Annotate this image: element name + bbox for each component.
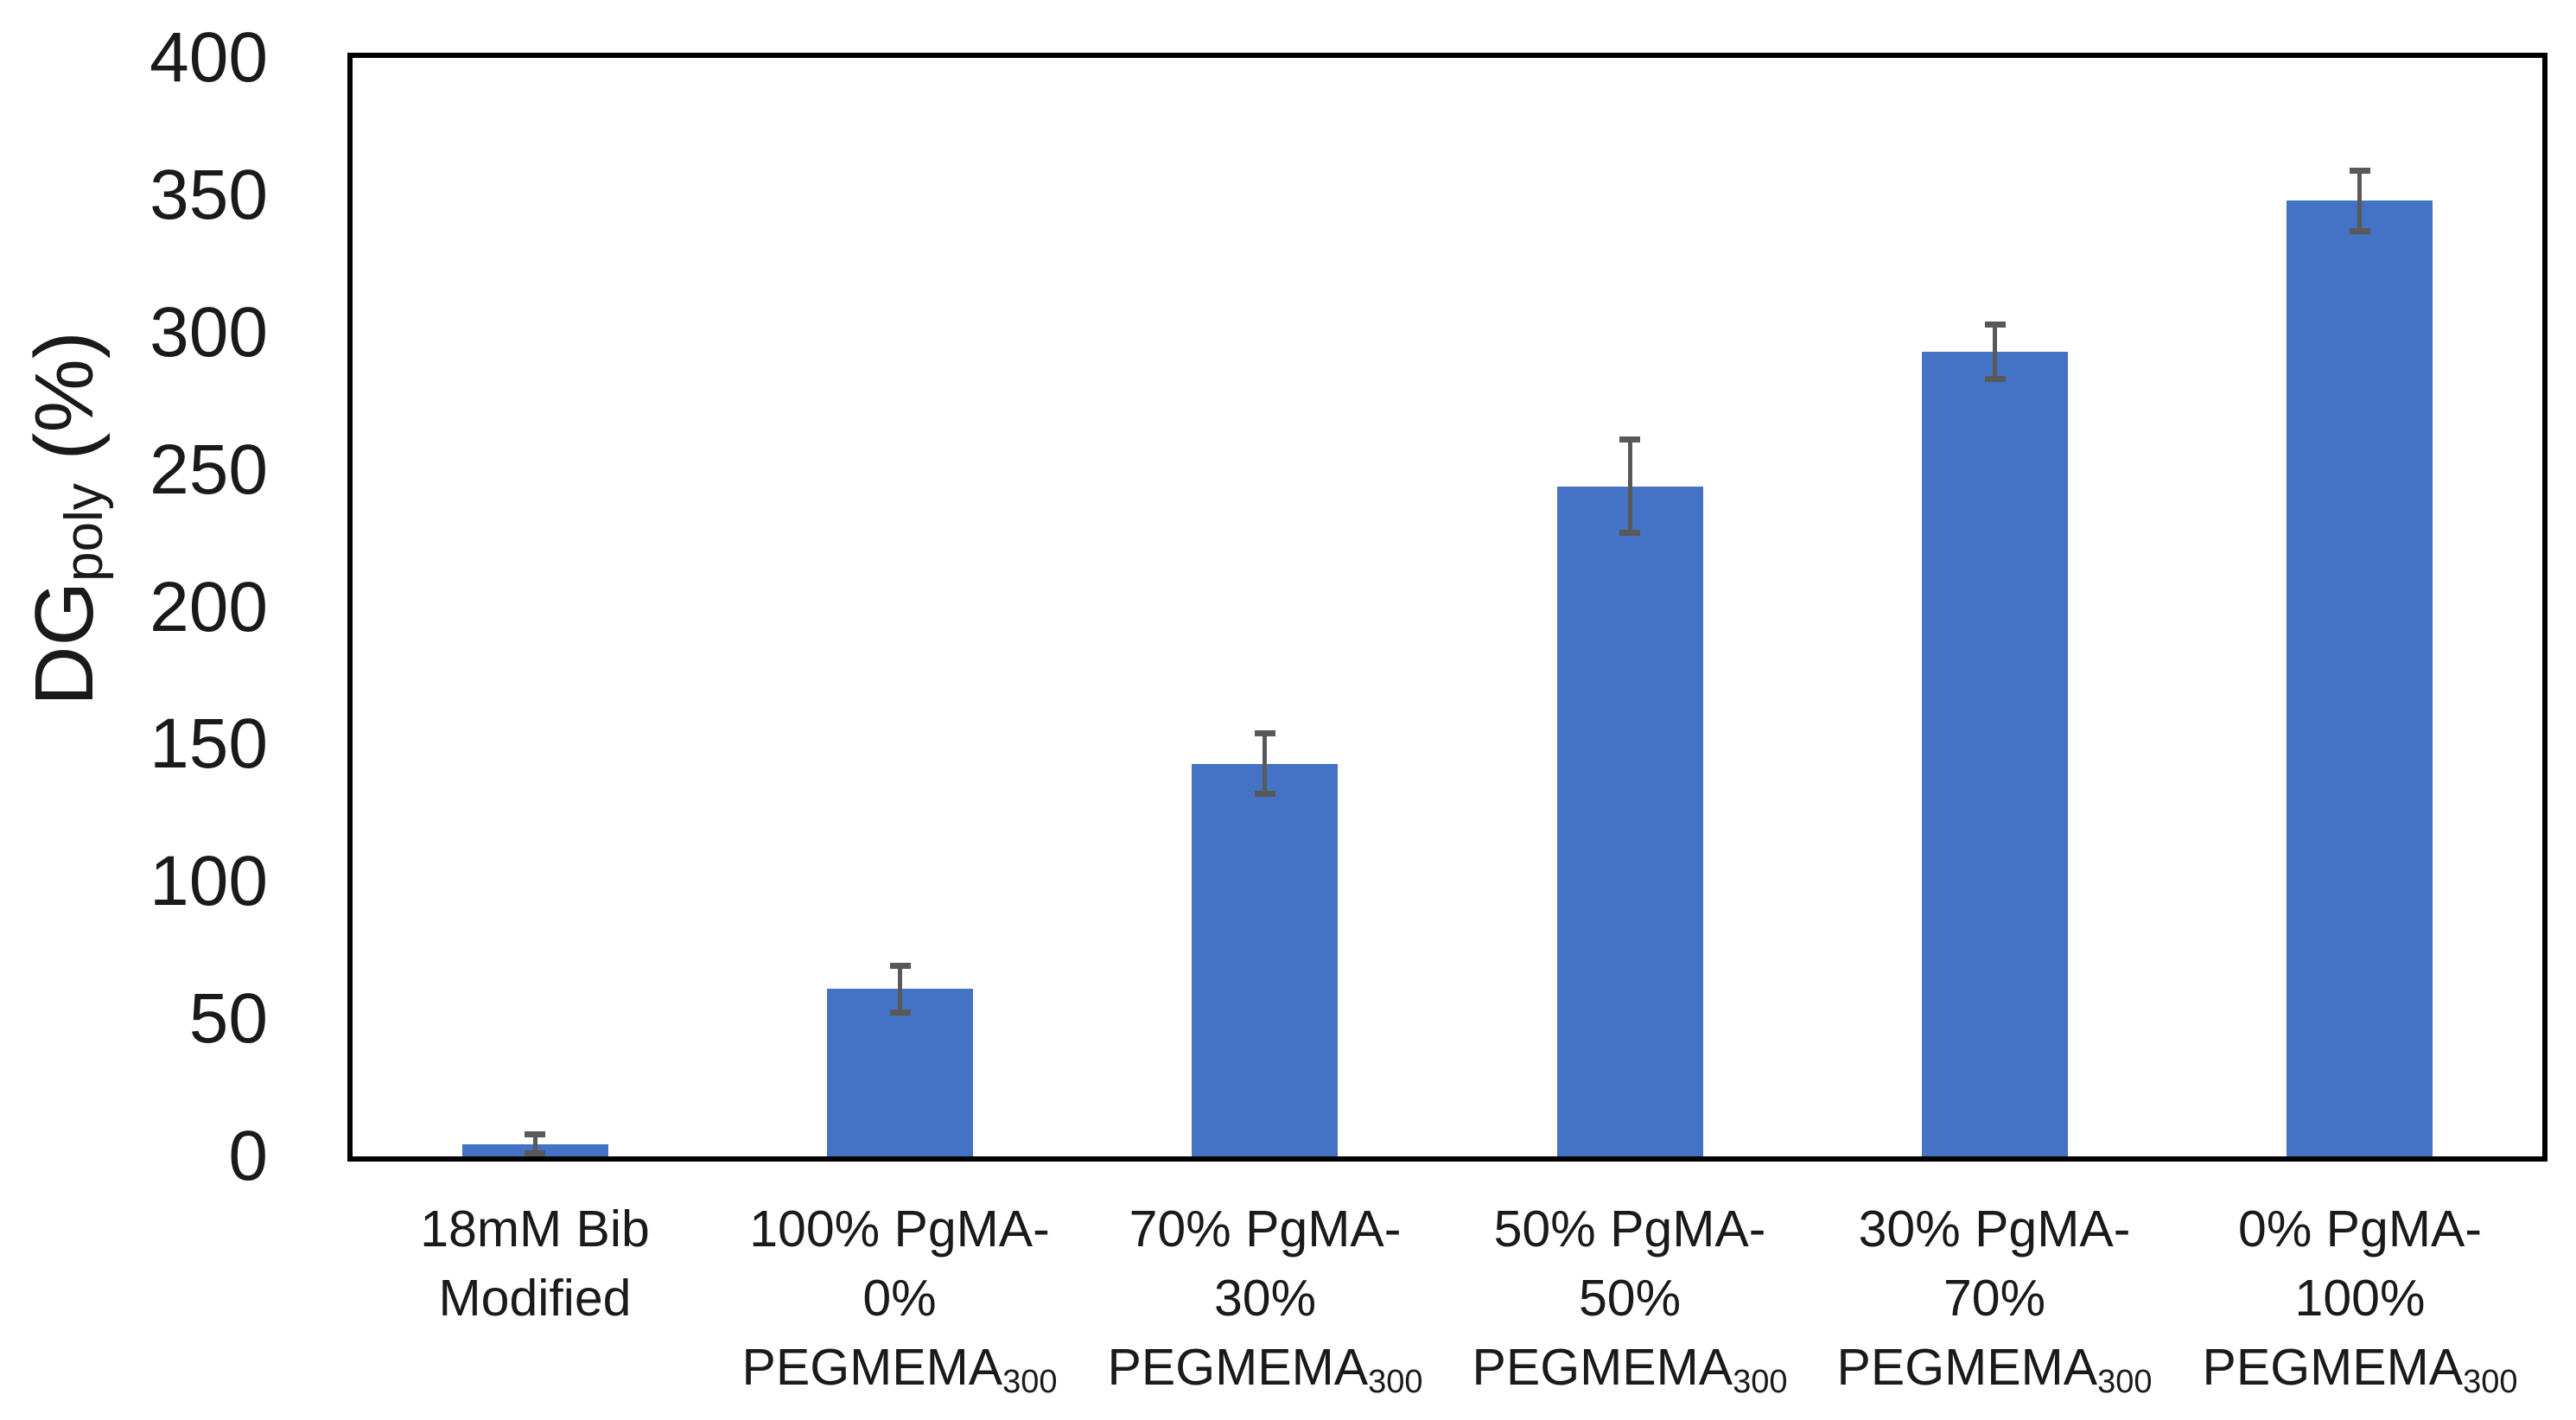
y-tick-label: 400 (149, 18, 268, 97)
error-bar-line (533, 1134, 537, 1154)
x-category-label-line: PEGMEMA300 (741, 1339, 1058, 1401)
bar-70% PgMA-30% PEGMEMA300 (1192, 763, 1338, 1156)
x-category-label-line: 50% PgMA- (1493, 1200, 1766, 1258)
x-category-label: 100% PgMA- 0% PEGMEMA300 (717, 1194, 1082, 1409)
x-category-label-line: 18mM Bib (420, 1200, 650, 1258)
x-category-label-line: Modified (438, 1270, 632, 1327)
x-category-label-line: 30% (1213, 1270, 1317, 1327)
error-bar-cap (1985, 322, 2006, 328)
x-category-label-line: 0% PgMA- (2238, 1200, 2482, 1258)
x-category-label-line: 100% (2294, 1270, 2426, 1327)
y-tick-label: 150 (149, 704, 268, 784)
x-category-label: 50% PgMA- 50% PEGMEMA300 (1447, 1194, 1812, 1409)
bar-30% PgMA-70% PEGMEMA300 (1922, 351, 2068, 1156)
y-tick-label: 100 (149, 842, 268, 921)
error-bar-line (898, 965, 902, 1013)
bar-0% PgMA-100% PEGMEMA300 (2287, 201, 2433, 1156)
y-tick-label: 200 (149, 567, 268, 646)
x-category-label: 18mM Bib Modified (353, 1194, 717, 1333)
bar-50% PgMA-50% PEGMEMA300 (1557, 486, 1703, 1156)
error-bar-cap (2350, 228, 2370, 234)
error-bar-cap (525, 1131, 545, 1137)
y-axis-title: DGpoly (%) (17, 331, 114, 706)
y-tick-label: 350 (149, 155, 268, 234)
bar-100% PgMA-0% PEGMEMA300 (827, 989, 973, 1156)
x-category-label-line: PEGMEMA300 (2202, 1339, 2518, 1401)
x-category-label-line: 0% (862, 1270, 937, 1327)
error-bar-cap (890, 1009, 911, 1016)
error-bar-cap (1255, 730, 1275, 736)
y-tick-label: 300 (149, 292, 268, 372)
x-category-label-line: 30% PgMA- (1858, 1200, 2131, 1258)
x-category-label-line: 70% (1943, 1270, 2046, 1327)
error-bar-cap (1619, 436, 1640, 443)
x-category-label-line: PEGMEMA300 (1836, 1339, 2153, 1401)
x-category-label: 30% PgMA- 70% PEGMEMA300 (1812, 1194, 2177, 1409)
x-category-label-line: 50% (1578, 1270, 1682, 1327)
x-category-label: 0% PgMA- 100% PEGMEMA300 (2178, 1194, 2542, 1409)
x-category-label-line: 100% PgMA- (749, 1200, 1050, 1258)
y-tick-label: 250 (149, 430, 268, 509)
x-category-label-line: PEGMEMA300 (1107, 1339, 1423, 1401)
error-bar-cap (1619, 530, 1640, 536)
x-category-label-line: PEGMEMA300 (1472, 1339, 1788, 1401)
error-bar-line (1263, 733, 1267, 794)
x-category-label: 70% PgMA- 30% PEGMEMA300 (1083, 1194, 1447, 1409)
y-tick-label: 50 (188, 979, 268, 1059)
error-bar-cap (890, 963, 911, 969)
error-bar-cap (525, 1150, 545, 1156)
error-bar-line (2357, 170, 2362, 232)
error-bar-line (1993, 324, 1997, 379)
plot-area-border (347, 53, 2547, 1162)
error-bar-cap (1255, 791, 1275, 797)
x-category-label-line: 70% PgMA- (1129, 1200, 1402, 1258)
error-bar-cap (1985, 376, 2006, 382)
y-tick-label: 0 (228, 1117, 268, 1195)
error-bar-line (1628, 439, 1632, 533)
error-bar-cap (2350, 168, 2370, 174)
